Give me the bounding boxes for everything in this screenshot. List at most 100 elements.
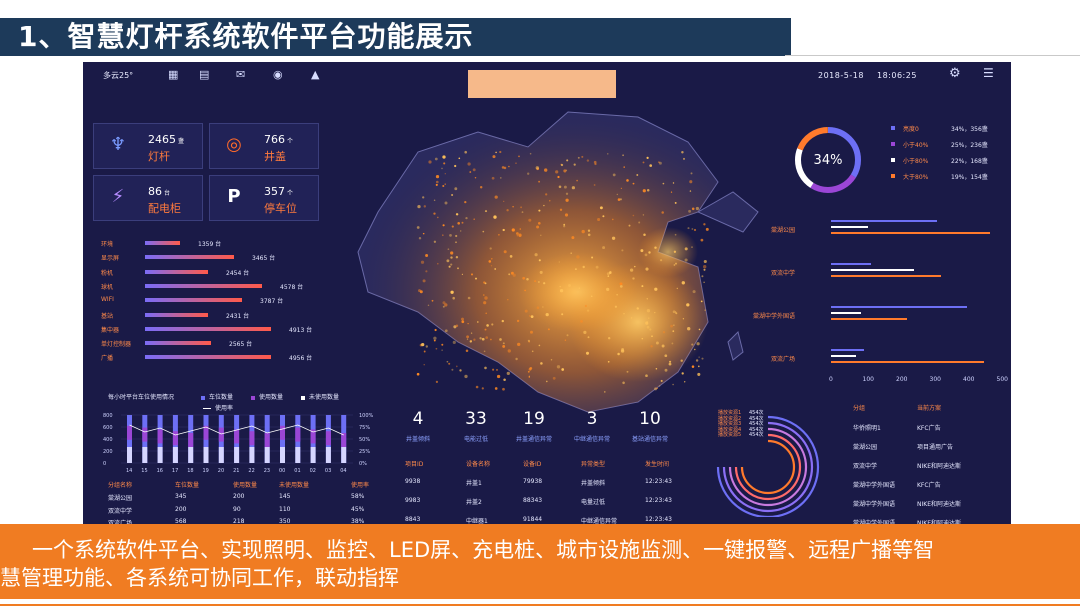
alarm-table-cell[interactable]: 91844	[523, 516, 543, 523]
bar-group-bar[interactable]	[831, 318, 907, 320]
bar-axis-tick: 0	[829, 376, 833, 383]
device-bar-row[interactable]: 粉机 2454 台	[101, 267, 331, 277]
bell-icon[interactable]: ▲	[311, 68, 320, 81]
kpi-value[interactable]: 19	[523, 409, 545, 429]
device-bar-fill	[145, 341, 211, 346]
kpi-label: 基站通信异常	[631, 436, 668, 443]
ad-table-cell[interactable]: KFC广告	[917, 482, 941, 489]
parking-legend-item[interactable]: 使用率	[203, 403, 233, 412]
device-bar-row[interactable]: 基站 2431 台	[101, 310, 331, 320]
bar-group-bar[interactable]	[831, 312, 861, 314]
alarm-table-cell[interactable]: 井盖2	[466, 499, 482, 506]
parking-y2-tick: 0%	[359, 461, 367, 467]
legend-item[interactable]: 小于80% 22%，168盏	[891, 156, 1001, 166]
arc-value: 454次	[749, 432, 764, 438]
bar-group-bar[interactable]	[831, 275, 941, 277]
ad-table-cell[interactable]: 项目通用广告	[917, 444, 954, 451]
alarm-table-cell[interactable]: 电量过低	[581, 499, 606, 506]
kpi-value[interactable]: 3	[586, 409, 598, 429]
location-icon[interactable]: ◉	[273, 68, 283, 81]
bar-group-bar[interactable]	[831, 349, 864, 351]
ad-table-cell[interactable]: 棠湖中学外国语	[853, 501, 896, 508]
alarm-table-cell[interactable]: 12:23:43	[645, 478, 672, 485]
kpi-label: 电能过低	[463, 436, 488, 443]
manhole-icon: ◎	[226, 134, 242, 155]
ad-table-cell[interactable]: NIKE和阿迪达斯	[917, 520, 961, 524]
parking-legend-swatch	[203, 408, 211, 409]
parking-table-cell: 345	[175, 493, 187, 500]
card-manholes[interactable]: ◎ 766 个 井盖	[209, 123, 319, 169]
device-bar-row[interactable]: 单灯控制器 2565 台	[101, 338, 331, 348]
legend-percent: 34%，356盏	[951, 126, 988, 133]
alarm-table-cell[interactable]: 88343	[523, 497, 543, 504]
bar-group-bar[interactable]	[831, 220, 937, 222]
document-icon[interactable]: ▤	[199, 68, 210, 81]
card-power-cabinets[interactable]: ⚡ 86 台 配电柜	[93, 175, 203, 221]
bar-group-bar[interactable]	[831, 263, 871, 265]
bar-group-bar[interactable]	[831, 269, 914, 271]
bar-group-bar[interactable]	[831, 226, 868, 228]
calendar-icon[interactable]: ▦	[168, 68, 179, 81]
ad-table-cell[interactable]: KFC广告	[917, 425, 941, 432]
kpi-value[interactable]: 10	[639, 409, 661, 429]
parking-legend-item[interactable]: 车位数量	[201, 392, 233, 401]
legend-name: 大于80%	[903, 174, 929, 181]
card-parking-spots[interactable]: P 357 个 停车位	[209, 175, 319, 221]
alarm-table-cell[interactable]: 中继通信异常	[581, 518, 618, 524]
kpi-label: 井盖倾斜	[405, 436, 430, 443]
ad-table-cell[interactable]: NIKE和阿迪达斯	[917, 463, 961, 470]
device-bar-row[interactable]: WIFI 3787 台	[101, 295, 331, 305]
legend-item[interactable]: 小于40% 25%，236盏	[891, 140, 1001, 150]
bar-axis-tick: 400	[963, 376, 975, 383]
parking-x-tick: 02	[310, 468, 316, 474]
mail-icon[interactable]: ✉	[236, 68, 246, 81]
device-bar-row[interactable]: 球机 4578 台	[101, 281, 331, 291]
alarm-table-cell[interactable]: 9938	[405, 478, 421, 485]
kpi-value[interactable]: 33	[465, 409, 487, 429]
ad-table-cell[interactable]: 棠湖中学外国语	[853, 520, 896, 524]
media-play-arc-chart[interactable]	[703, 407, 833, 517]
device-bar-row[interactable]: 广播 4956 台	[101, 352, 331, 362]
alarm-table-cell[interactable]: 9983	[405, 497, 421, 504]
gear-icon[interactable]: ⚙	[949, 66, 961, 81]
bar-group-bar[interactable]	[831, 361, 984, 363]
parking-legend-item[interactable]: 未使用数量	[301, 392, 339, 401]
alarm-table-cell[interactable]: 12:23:43	[645, 516, 672, 523]
parking-y-tick: 600	[103, 425, 113, 431]
device-bar-value: 2454 台	[226, 269, 250, 277]
bar-group-bar[interactable]	[831, 355, 856, 357]
alarm-table-cell[interactable]: 井盖1	[466, 480, 482, 487]
legend-item[interactable]: 大于80% 19%，154盏	[891, 172, 1001, 182]
bar-group-bar[interactable]	[831, 306, 967, 308]
parking-legend-label: 使用数量	[259, 394, 284, 401]
device-bar-row[interactable]: 环境 1359 台	[101, 238, 331, 248]
card-value: 357 个	[264, 185, 294, 198]
time-text: 18:06:25	[877, 71, 917, 80]
ad-table-cell[interactable]: 华侨照明1	[853, 425, 881, 432]
bar-group-bar[interactable]	[831, 232, 990, 234]
kpi-label: 井盖通信异常	[515, 436, 552, 443]
parking-legend-swatch	[201, 395, 205, 400]
alarm-table-cell[interactable]: 12:23:43	[645, 497, 672, 504]
kpi-value[interactable]: 4	[412, 409, 424, 429]
parking-table-cell: 双流广场	[108, 520, 133, 524]
parking-legend-item[interactable]: 使用数量	[251, 392, 283, 401]
china-heat-map[interactable]	[338, 92, 793, 432]
device-bar-row[interactable]: 集中器 4913 台	[101, 324, 331, 334]
legend-percent: 25%，236盏	[951, 142, 988, 149]
alarm-table-cell[interactable]: 井盖倾斜	[581, 480, 606, 487]
legend-item[interactable]: 亮度0 34%，356盏	[891, 124, 1001, 134]
brightness-donut-chart[interactable]: 34%	[788, 120, 868, 200]
ad-table-cell[interactable]: 棠湖中学外国语	[853, 482, 896, 489]
card-lamp-poles[interactable]: ♆ 2465 盏 灯杆	[93, 123, 203, 169]
ad-table-cell[interactable]: 双流中学	[853, 463, 878, 470]
ad-table-cell[interactable]: NIKE和阿迪达斯	[917, 501, 961, 508]
alarm-table-cell[interactable]: 79938	[523, 478, 543, 485]
alarm-table-cell[interactable]: 中继器1	[466, 518, 488, 524]
device-bar-row[interactable]: 显示屏 3465 台	[101, 252, 331, 262]
ad-table-cell[interactable]: 棠湖公园	[853, 444, 878, 451]
alarm-table-cell[interactable]: 8843	[405, 516, 421, 523]
parking-x-tick: 04	[340, 468, 346, 474]
menu-icon[interactable]: ☰	[983, 66, 994, 80]
